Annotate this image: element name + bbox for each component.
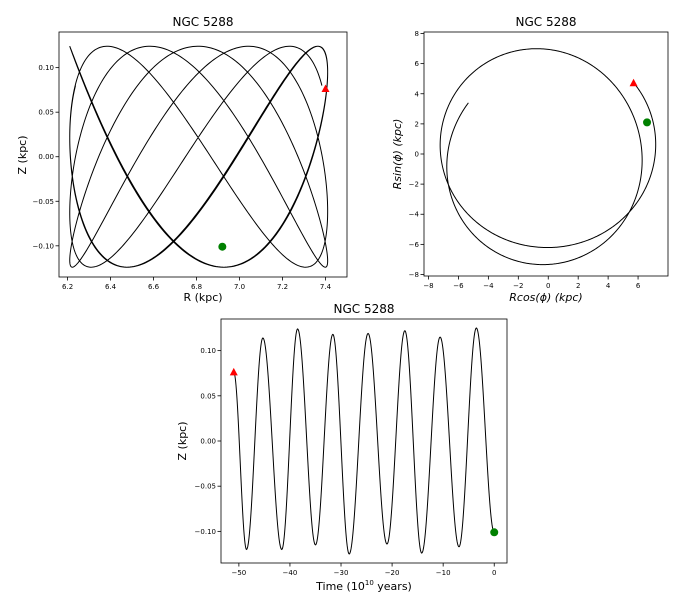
z-time-curve <box>233 327 495 555</box>
panel-rz: NGC 5288 6.2 6.4 6.6 6.8 7.0 7.2 7.4 0.10 0.05 0… <box>16 15 348 304</box>
chart-title: NGC 5288 <box>333 302 394 316</box>
x-tick-label: 2 <box>576 282 580 290</box>
y-tick-label: 2 <box>415 120 419 128</box>
x-axis-label-prefix: Time (10 <box>315 580 365 593</box>
x-axis-label: R (kpc) <box>183 291 222 304</box>
y-tick-label: 0.10 <box>38 64 54 72</box>
y-tick-label: −0.10 <box>195 528 216 536</box>
x-tick-label: 7.0 <box>234 283 245 291</box>
y-tick-label: 0 <box>415 151 419 159</box>
y-tick-label: −8 <box>409 271 419 279</box>
y-tick-label: 0.05 <box>38 109 54 117</box>
chart-title: NGC 5288 <box>515 15 576 29</box>
x-tick-label: −30 <box>334 569 349 577</box>
x-tick-label: −2 <box>513 282 523 290</box>
x-tick-label: −8 <box>423 282 433 290</box>
y-axis-label: Z (kpc) <box>176 421 189 460</box>
x-tick-label: −40 <box>283 569 298 577</box>
orbit-curve <box>439 48 657 266</box>
x-tick-label: 4 <box>606 282 611 290</box>
x-axis-label: Time (1010 years) <box>315 579 412 593</box>
y-axis-label: Z (kpc) <box>16 135 29 174</box>
x-tick-label: 6.6 <box>148 283 160 291</box>
x-tick-label: 0 <box>492 569 496 577</box>
y-tick-label: 8 <box>415 30 419 38</box>
y-tick-label: 6 <box>415 60 420 68</box>
x-tick-label: 0 <box>546 282 550 290</box>
y-tick-label: 0.00 <box>200 438 216 446</box>
start-marker <box>321 84 330 93</box>
plot-frame <box>58 31 348 278</box>
x-axis-label-exponent: 10 <box>365 579 374 587</box>
end-marker <box>218 242 227 251</box>
panel-xy: NGC 5288 −8 −6 −4 −2 0 2 4 6 8 6 4 2 0 −2 −4 −6 −8 Rcos… <box>391 15 669 304</box>
y-tick-label: −2 <box>409 181 419 189</box>
start-marker <box>229 367 238 376</box>
x-axis-label: Rcos(ϕ) (kpc) <box>509 291 582 304</box>
y-tick-label: 4 <box>415 90 420 98</box>
x-tick-label: −6 <box>453 282 464 290</box>
x-tick-label: 6.2 <box>62 283 73 291</box>
x-tick-label: −20 <box>385 569 400 577</box>
x-tick-label: 7.2 <box>277 283 288 291</box>
y-tick-label: 0.00 <box>38 153 54 161</box>
y-tick-label: 0.05 <box>200 392 216 400</box>
y-tick-label: −0.05 <box>195 483 216 491</box>
end-marker <box>490 528 499 537</box>
end-marker <box>643 118 652 127</box>
y-tick-label: −0.10 <box>33 242 54 250</box>
y-tick-label: 0.10 <box>200 347 216 355</box>
plot-frame <box>423 31 669 277</box>
y-tick-label: −6 <box>409 241 420 249</box>
panel-time: NGC 5288 −50 −40 −30 −20 −10 0 0.10 0.05 0.00 −0… <box>176 302 508 593</box>
x-tick-label: −10 <box>436 569 451 577</box>
x-tick-label: −50 <box>231 569 246 577</box>
x-tick-label: 6.4 <box>105 283 117 291</box>
x-tick-label: 6 <box>636 282 641 290</box>
y-axis-label: Rsin(ϕ) (kpc) <box>391 119 404 190</box>
chart-title: NGC 5288 <box>172 15 233 29</box>
x-tick-label: −4 <box>483 282 494 290</box>
x-tick-label: 7.4 <box>320 283 332 291</box>
x-tick-label: 6.8 <box>191 283 202 291</box>
y-tick-label: −4 <box>409 211 420 219</box>
x-axis-label-suffix: years) <box>374 580 412 593</box>
y-tick-label: −0.05 <box>33 198 54 206</box>
start-marker <box>629 78 638 87</box>
orbit-curve <box>69 45 329 268</box>
